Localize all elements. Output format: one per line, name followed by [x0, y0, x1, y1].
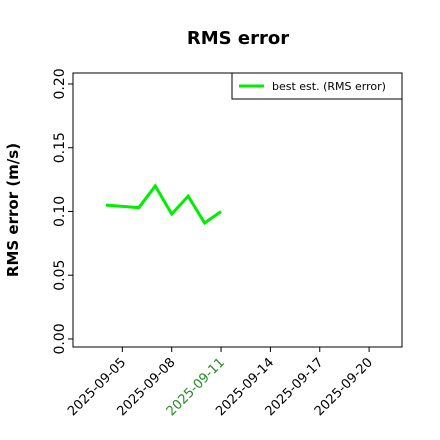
legend-label: best est. (RMS error) — [272, 80, 386, 93]
y-tick-label: 0.05 — [52, 260, 68, 291]
y-tick-label: 0.10 — [52, 196, 68, 227]
y-axis-label: RMS error (m/s) — [4, 143, 22, 277]
y-tick-label: 0.00 — [52, 323, 68, 354]
chart-title: RMS error — [187, 28, 289, 49]
plot-frame — [72, 72, 403, 348]
y-tick-label: 0.15 — [52, 132, 68, 163]
y-tick-label: 0.20 — [52, 68, 68, 99]
series-line — [105, 183, 222, 226]
